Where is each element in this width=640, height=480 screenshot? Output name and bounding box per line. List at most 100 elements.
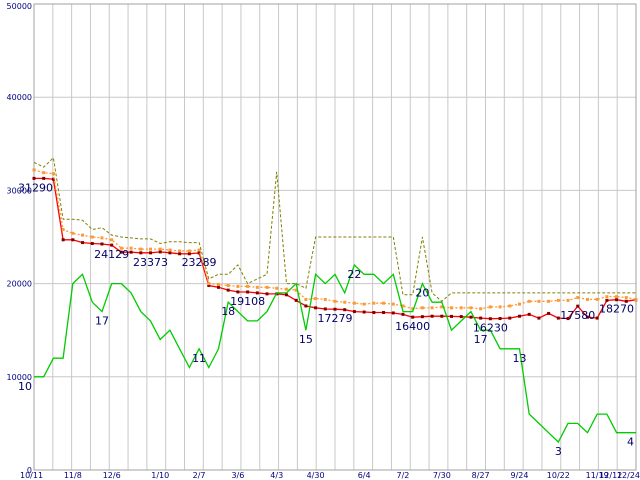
series-marker-1 [391,302,395,306]
series-marker-1 [624,296,628,300]
series-marker-0 [61,238,65,242]
series-marker-0 [178,252,182,256]
series-marker-0 [479,316,483,320]
data-label: 20 [415,287,429,300]
series-marker-1 [42,171,46,175]
series-marker-1 [236,284,240,288]
series-marker-1 [71,231,75,235]
grid [33,3,637,471]
y-axis-ticks: 0 10000 20000 30000 40000 50000 [7,2,32,475]
series-marker-1 [459,306,463,310]
x-tick-label: 12/24 [617,471,640,480]
series-marker-1 [401,304,405,308]
series-marker-1 [585,297,589,301]
x-tick-label: 10/11 [20,471,43,480]
series-marker-1 [450,306,454,310]
series-marker-0 [110,243,114,247]
series-marker-0 [391,311,395,315]
data-label: 16230 [473,322,508,335]
y-tick-label: 40000 [7,93,32,102]
data-label: 22 [347,268,361,281]
series-marker-0 [81,241,85,245]
x-tick-label: 6/4 [358,471,371,480]
series-marker-1 [595,297,599,301]
data-label: 11 [192,352,206,365]
series-marker-0 [566,317,570,321]
x-tick-label: 9/24 [510,471,528,480]
series-marker-0 [411,315,415,319]
series-marker-1 [187,249,191,253]
series-marker-1 [294,288,298,292]
series-marker-1 [517,302,521,306]
series-marker-1 [362,302,366,306]
series-marker-1 [216,283,220,287]
series-marker-0 [469,315,473,319]
y-tick-label: 20000 [7,280,32,289]
series-marker-0 [294,298,298,302]
series-marker-1 [61,228,65,232]
series-marker-0 [576,304,580,308]
data-label: 13 [512,352,526,365]
data-label: 15 [299,333,313,346]
series-marker-1 [527,299,531,303]
series-marker-1 [226,283,230,287]
data-label: 10 [18,380,32,393]
series-marker-0 [333,307,337,311]
series-marker-1 [32,168,36,172]
series-marker-1 [469,306,473,310]
series-marker-1 [382,301,386,305]
x-tick-label: 11/8 [64,471,82,480]
data-labels: 31290 24129 23373 23289 19108 17279 16400 16230… [18,181,634,458]
series-marker-0 [197,251,201,255]
x-tick-label: 2/7 [193,471,206,480]
series-marker-0 [556,316,560,320]
x-tick-label: 11/19 [586,471,609,480]
series-marker-0 [158,250,162,254]
series-marker-1 [168,248,172,252]
series-marker-1 [51,172,55,176]
series-marker-0 [450,314,454,318]
series-marker-0 [207,283,211,287]
series-marker-1 [178,249,182,253]
data-label: 4 [627,436,634,449]
data-label: 31290 [18,181,53,194]
series-marker-0 [459,315,463,319]
series-marker-1 [352,301,356,305]
data-label: 17 [95,315,109,328]
series-marker-0 [624,299,628,303]
series-marker-0 [362,310,366,314]
series-marker-0 [352,310,356,314]
series-marker-1 [615,295,619,299]
series-marker-0 [90,242,94,246]
series-marker-1 [207,282,211,286]
series-marker-0 [51,177,55,181]
series-marker-0 [236,290,240,294]
series-marker-1 [90,235,94,239]
x-tick-label: 8/27 [472,471,490,480]
data-label: 16400 [395,320,430,333]
series-marker-1 [139,247,143,251]
series-marker-1 [284,287,288,291]
series-marker-1 [498,305,502,309]
series-marker-1 [149,247,153,251]
series-marker-0 [537,316,541,320]
x-tick-label: 12/12 [599,471,622,480]
data-label: 23289 [182,256,217,269]
x-tick-label: 7/2 [397,471,410,480]
series-marker-0 [216,285,220,289]
series-marker-0 [595,316,599,320]
series-marker-1 [479,307,483,311]
x-tick-label: 3/6 [231,471,244,480]
series-marker-1 [129,246,133,250]
series-marker-0 [615,298,619,302]
series-marker-0 [372,310,376,314]
series-marker-0 [498,317,502,321]
series-marker-0 [605,298,609,302]
data-label: 17 [474,333,488,346]
series-marker-1 [508,304,512,308]
x-tick-label: 4/30 [307,471,325,480]
series-marker-1 [323,297,327,301]
series-marker-1 [411,307,415,311]
series-marker-0 [100,242,104,246]
data-label: 3 [555,445,562,458]
